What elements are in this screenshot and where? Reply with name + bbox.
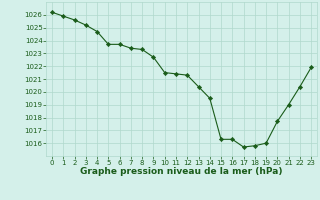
X-axis label: Graphe pression niveau de la mer (hPa): Graphe pression niveau de la mer (hPa) [80,167,283,176]
